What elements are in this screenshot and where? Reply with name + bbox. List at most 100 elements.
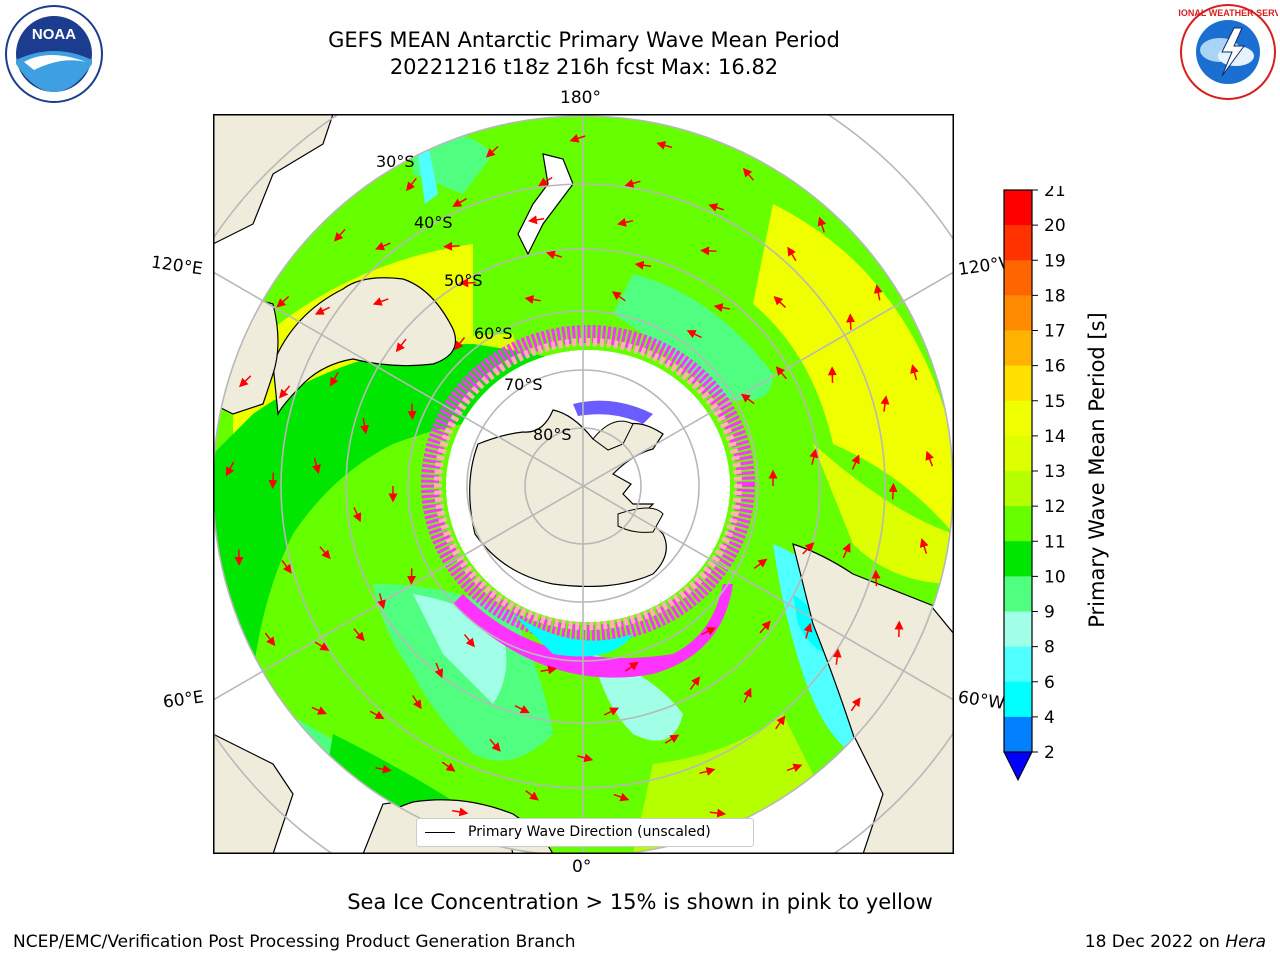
wave-arrow <box>405 177 417 192</box>
wave-arrow <box>611 291 626 302</box>
lat-label-50s: 50°S <box>444 271 483 290</box>
wave-arrow <box>407 403 417 421</box>
colorbar-block <box>1004 541 1032 577</box>
wave-arrow <box>634 260 652 270</box>
wave-arrow <box>617 218 634 227</box>
wave-arrow <box>443 241 460 251</box>
wave-arrow <box>708 203 725 212</box>
wave-arrow <box>311 706 328 715</box>
lon-label-60w: 60°W <box>956 687 1006 714</box>
wave-arrow <box>451 807 469 817</box>
lon-label-60e: 60°E <box>161 687 206 713</box>
lon-label-0: 0° <box>572 857 592 877</box>
wave-arrow <box>773 295 787 308</box>
colorbar-block <box>1004 506 1032 542</box>
wave-arrow <box>753 558 768 570</box>
wave-arrow <box>910 364 919 381</box>
wave-arrow <box>353 628 365 642</box>
wave-arrow <box>268 472 278 490</box>
lat-label-60s: 60°S <box>474 324 513 343</box>
wave-arrow <box>832 648 842 665</box>
wave-arrow <box>689 676 701 690</box>
wave-arrow <box>880 395 890 412</box>
wave-arrow <box>525 790 539 801</box>
nws-logo: NATIONAL WEATHER SERVICE <box>1178 4 1278 100</box>
wave-arrow <box>850 697 861 712</box>
colorbar-tick-label: 21 <box>1044 186 1066 201</box>
wave-arrow <box>873 284 883 301</box>
wave-arrow <box>817 216 827 233</box>
colorbar-tick-label: 8 <box>1044 638 1055 658</box>
wave-arrow <box>329 371 339 387</box>
colorbar-block <box>1004 611 1032 648</box>
wave-arrow <box>514 705 530 714</box>
colorbar-tick-label: 10 <box>1044 567 1066 587</box>
wave-arrow <box>809 448 819 465</box>
colorbar-tick-label: 16 <box>1044 357 1066 377</box>
new-zealand <box>517 153 574 256</box>
wave-arrow <box>656 141 673 150</box>
wave-arrow <box>314 641 330 651</box>
wave-arrow <box>375 764 392 774</box>
wave-arrow <box>740 393 755 405</box>
colorbar-block <box>1004 716 1032 753</box>
colorbar-block <box>1004 295 1032 331</box>
colorbar-tick-label: 20 <box>1044 216 1066 236</box>
map-legend: Primary Wave Direction (unscaled) <box>416 818 754 847</box>
wave-arrow <box>545 250 562 260</box>
wave-arrow <box>603 707 620 716</box>
colorbar-block <box>1004 330 1032 367</box>
wave-arrow <box>664 734 680 744</box>
wave-arrow <box>787 246 797 262</box>
wave-arrow <box>225 461 235 477</box>
footer-credit: NCEP/EMC/Verification Post Processing Pr… <box>13 932 576 952</box>
wave-arrow <box>842 542 851 559</box>
wave-arrow <box>851 454 860 470</box>
chart-subtitle-forecast: 20221216 t18z 216h fcst Max: 16.82 <box>389 55 779 79</box>
colorbar-under-triangle <box>1003 751 1033 782</box>
colorbar-block <box>1004 646 1032 683</box>
colorbar-block <box>1004 681 1032 718</box>
wave-arrow <box>871 569 881 587</box>
wave-arrow <box>312 457 321 474</box>
legend-label: Primary Wave Direction (unscaled) <box>468 824 711 840</box>
wave-arrow <box>686 330 702 339</box>
wave-arrow <box>624 179 641 188</box>
footer-date-text: 18 Dec 2022 on <box>1084 932 1226 952</box>
wave-arrow <box>395 338 407 353</box>
wave-arrow <box>489 738 501 752</box>
wave-arrow <box>441 761 456 772</box>
wave-arrow <box>377 593 386 610</box>
colorbar: 21 20 19 18 17 16 15 14 13 12 11 10 9 8 6 4 2 <box>1003 186 1066 782</box>
wave-arrow <box>264 632 276 647</box>
colorbar-block <box>1004 225 1032 261</box>
colorbar-tick-label: 9 <box>1044 603 1055 623</box>
colorbar-block <box>1004 260 1032 296</box>
wave-arrow <box>701 627 717 636</box>
wave-arrow <box>281 559 292 574</box>
wave-arrow <box>527 215 545 225</box>
wave-arrow <box>919 538 929 554</box>
nws-logo-text: NATIONAL WEATHER SERVICE <box>1178 8 1278 18</box>
wave-arrow <box>700 246 717 256</box>
wave-arrow <box>454 337 466 351</box>
wave-arrow <box>314 306 331 315</box>
colorbar-tick-label: 4 <box>1044 708 1055 728</box>
noaa-logo-text: NOAA <box>32 26 76 43</box>
wave-arrow <box>485 145 499 158</box>
colorbar-block <box>1004 365 1032 402</box>
wave-arrow <box>742 167 755 181</box>
colorbar-tick-label: 13 <box>1044 462 1066 482</box>
lat-label-80s: 80°S <box>533 425 572 444</box>
wave-arrow <box>276 296 290 308</box>
sea-ice-note: Sea Ice Concentration > 15% is shown in … <box>347 890 933 914</box>
wave-arrow <box>352 506 362 523</box>
polar-map <box>213 114 954 854</box>
wave-arrow <box>360 417 369 435</box>
wave-arrow <box>238 375 252 388</box>
lon-label-120e: 120°E <box>149 252 204 280</box>
chart-title: GEFS MEAN Antarctic Primary Wave Mean Pe… <box>328 28 840 52</box>
wave-direction-arrows <box>225 134 934 841</box>
lat-label-30s: 30°S <box>376 152 415 171</box>
colorbar-block <box>1004 576 1032 612</box>
